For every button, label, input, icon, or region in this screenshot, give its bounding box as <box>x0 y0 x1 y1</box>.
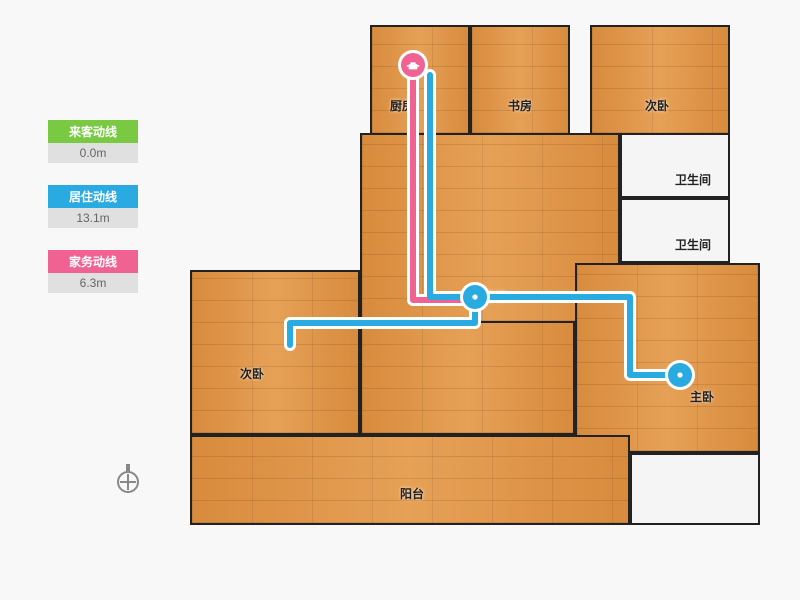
room-bath2 <box>620 198 730 263</box>
room-label-bedroom_ne: 次卧 <box>645 97 669 114</box>
room-master <box>575 263 760 453</box>
legend-value: 0.0m <box>48 143 138 163</box>
room-label-bath2: 卫生间 <box>675 236 711 253</box>
compass-icon <box>110 460 146 501</box>
legend-item-chore: 家务动线 6.3m <box>48 250 138 293</box>
path-node <box>665 360 695 390</box>
legend-value: 6.3m <box>48 273 138 293</box>
room-label-bath1: 卫生间 <box>675 171 711 188</box>
room-living_ext <box>360 321 575 435</box>
room-bedroom_w <box>190 270 360 435</box>
room-balcony <box>190 435 630 525</box>
room-label-balcony: 阳台 <box>400 485 424 502</box>
legend: 来客动线 0.0m 居住动线 13.1m 家务动线 6.3m <box>48 120 138 315</box>
room-study <box>470 25 570 135</box>
legend-label: 家务动线 <box>48 250 138 273</box>
legend-item-visitor: 来客动线 0.0m <box>48 120 138 163</box>
legend-label: 来客动线 <box>48 120 138 143</box>
room-label-master: 主卧 <box>690 388 714 405</box>
path-node <box>460 282 490 312</box>
legend-value: 13.1m <box>48 208 138 228</box>
room-label-study: 书房 <box>508 97 532 114</box>
legend-label: 居住动线 <box>48 185 138 208</box>
room-label-bedroom_w: 次卧 <box>240 365 264 382</box>
room-kitchen <box>370 25 470 135</box>
floorplan: 厨房书房次卧客餐厅卫生间卫生间次卧主卧阳台 <box>190 25 760 575</box>
legend-item-living: 居住动线 13.1m <box>48 185 138 228</box>
path-node <box>398 50 428 80</box>
room-bath1 <box>620 133 730 198</box>
room-label-kitchen: 厨房 <box>390 97 414 114</box>
room-balcony_e <box>630 453 760 525</box>
room-bedroom_ne <box>590 25 730 135</box>
